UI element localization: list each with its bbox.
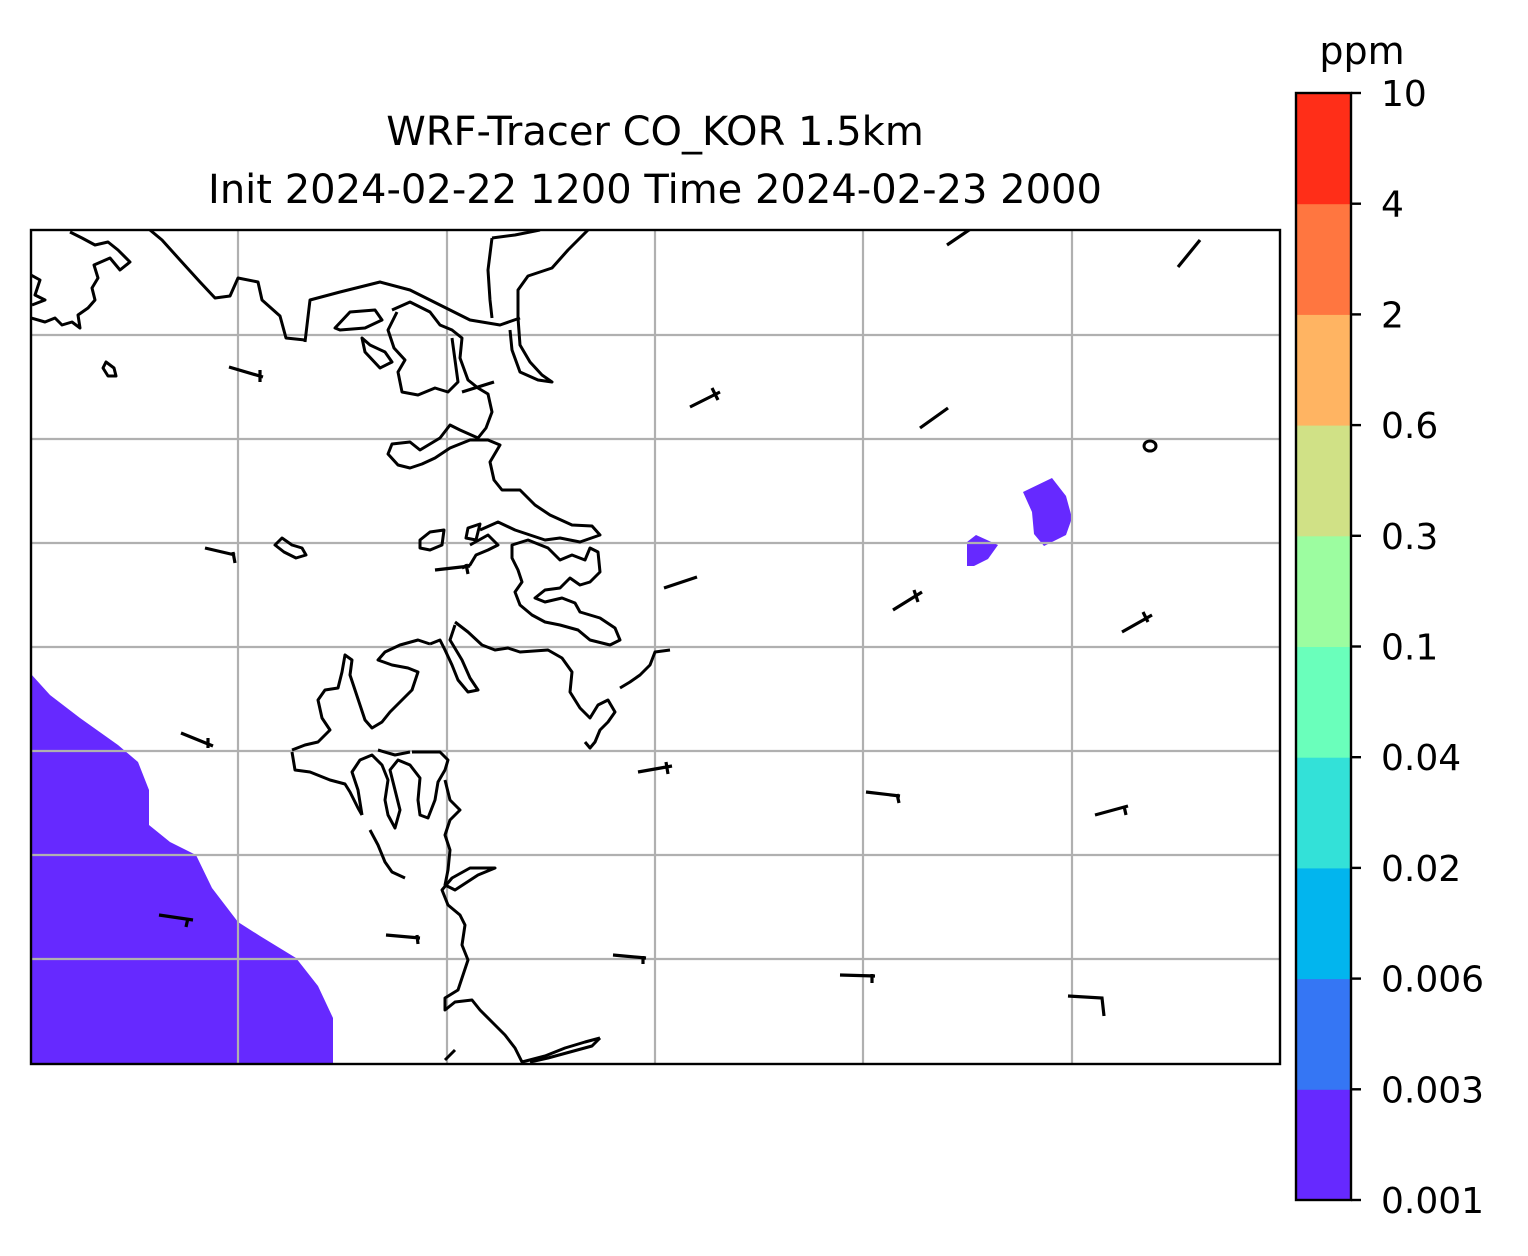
colorbar-band	[1296, 203, 1351, 315]
map-frame	[29, 228, 1282, 1066]
colorbar-band	[1296, 425, 1351, 537]
map-area	[31, 230, 1280, 1064]
colorbar-band	[1296, 757, 1351, 869]
colorbar-tick-label: 0.003	[1381, 1070, 1484, 1111]
colorbar-tick-label: 2	[1381, 295, 1404, 336]
colorbar-tick-label: 4	[1381, 185, 1404, 226]
colorbar-band	[1296, 535, 1351, 647]
colorbar: 0.001 0.003 0.006 0.02 0.04 0.1 0.3 0.6 2 4 10	[1294, 74, 1484, 1222]
colorbar-tick-label: 0.3	[1381, 517, 1438, 558]
southwest-sea-plume	[31, 674, 333, 1064]
east-small-plume-a	[1023, 478, 1072, 546]
figure-title-line1: WRF-Tracer CO_KOR 1.5km	[386, 109, 924, 155]
east-small-plume-b	[967, 535, 998, 566]
colorbar-tick-label: 0.04	[1381, 738, 1461, 779]
colorbar-unit-label: ppm	[1319, 29, 1404, 73]
colorbar-band	[1296, 867, 1351, 980]
colorbar-tick-label: 0.006	[1381, 960, 1484, 1001]
colorbar-tick-label: 0.02	[1381, 849, 1461, 890]
coastlines	[31, 230, 1158, 1064]
colorbar-tick-label: 0.001	[1381, 1181, 1484, 1222]
colorbar-band	[1296, 93, 1351, 205]
figure-title-line2: Init 2024-02-22 1200 Time 2024-02-23 200…	[208, 167, 1102, 213]
colorbar-tick-label: 0.6	[1381, 406, 1438, 447]
colorbar-band	[1296, 1089, 1351, 1201]
map-gridlines	[31, 230, 1280, 1064]
colorbar-tick-label: 10	[1381, 74, 1427, 115]
wind-barbs	[158, 230, 1202, 1017]
colorbar-band	[1296, 314, 1351, 426]
colorbar-band	[1296, 646, 1351, 758]
colorbar-tick-label: 0.1	[1381, 628, 1438, 669]
colorbar-band	[1296, 978, 1351, 1090]
